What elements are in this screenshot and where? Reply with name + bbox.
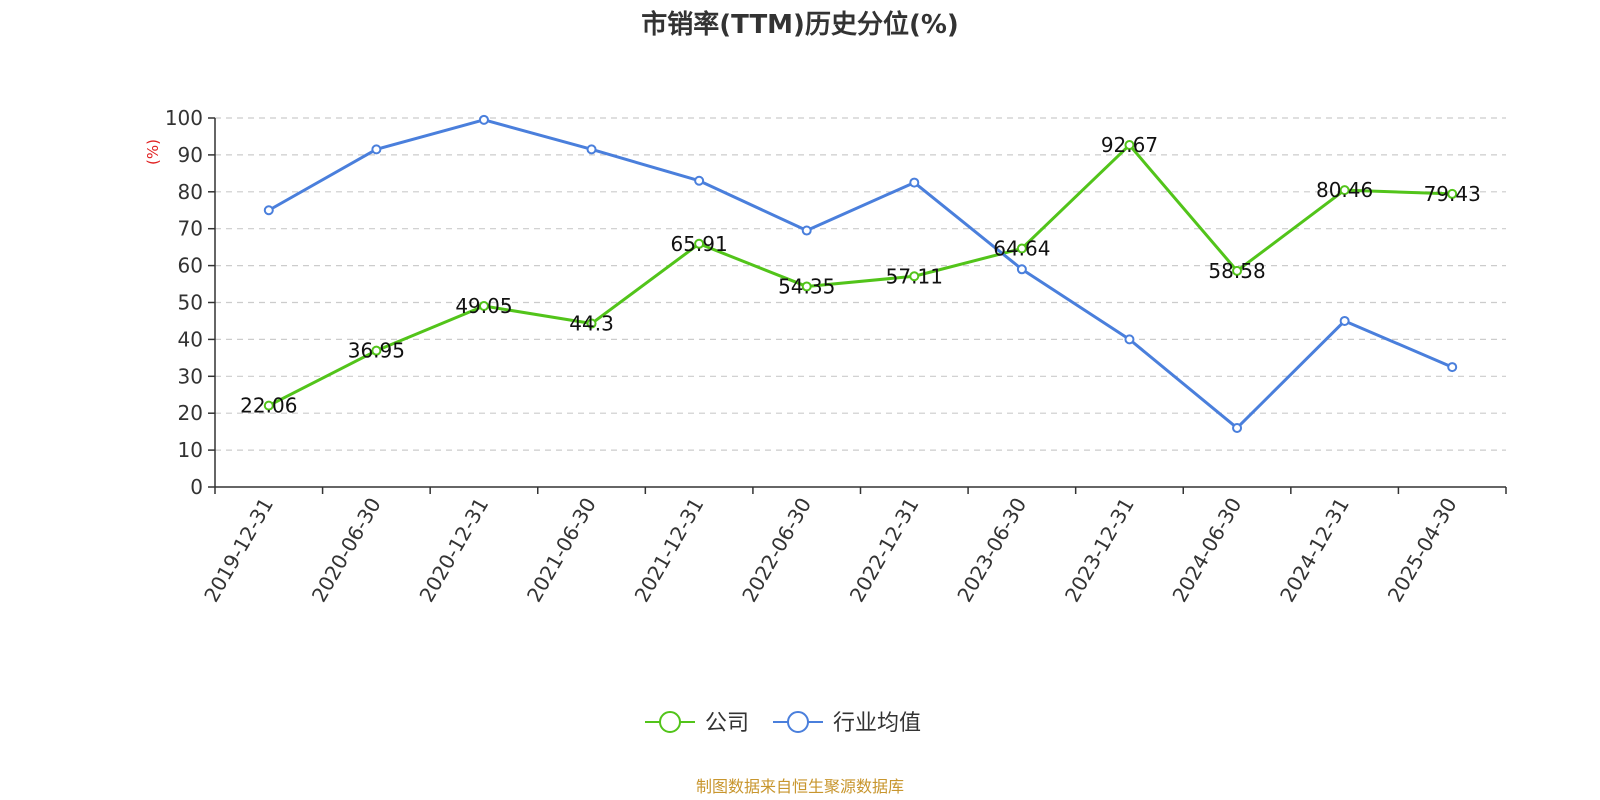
data-point[interactable] bbox=[586, 318, 597, 329]
data-point[interactable] bbox=[1016, 264, 1027, 275]
data-label: 49.05 bbox=[455, 294, 512, 318]
data-label: 92.67 bbox=[1101, 133, 1158, 157]
series-layer bbox=[263, 114, 1458, 433]
legend-label: 公司 bbox=[705, 711, 749, 736]
data-point[interactable] bbox=[1124, 334, 1135, 345]
data-point[interactable] bbox=[1339, 185, 1350, 196]
y-tick-label: 60 bbox=[178, 254, 203, 278]
y-tick-label: 40 bbox=[178, 327, 203, 351]
data-label: 64.64 bbox=[993, 236, 1050, 260]
y-tick-label: 90 bbox=[178, 143, 203, 167]
legend-label: 行业均值 bbox=[833, 711, 921, 736]
source-note: 制图数据来自恒生聚源数据库 bbox=[696, 777, 904, 796]
legend-swatch-marker bbox=[659, 711, 681, 733]
legend-item-1[interactable]: 行业均值 bbox=[773, 711, 921, 736]
chart-title: 市销率(TTM)历史分位(%) bbox=[641, 9, 959, 40]
data-point[interactable] bbox=[1232, 422, 1243, 433]
data-point[interactable] bbox=[371, 144, 382, 155]
legend[interactable]: 公司 行业均值 bbox=[645, 711, 921, 736]
y-tick-label: 20 bbox=[178, 401, 203, 425]
data-point[interactable] bbox=[371, 345, 382, 356]
x-tick-label: 2025-04-30 bbox=[1383, 494, 1462, 607]
x-tick-label: 2021-12-31 bbox=[630, 494, 709, 607]
y-tick-label: 50 bbox=[178, 291, 203, 315]
data-point[interactable] bbox=[1339, 315, 1350, 326]
data-point[interactable] bbox=[1016, 243, 1027, 254]
data-point[interactable] bbox=[478, 301, 489, 312]
series-1 bbox=[263, 114, 1458, 433]
data-label: 65.91 bbox=[670, 232, 727, 256]
series-line bbox=[268, 143, 1453, 407]
y-tick-label: 30 bbox=[178, 364, 203, 388]
y-axis-unit-label: (%) bbox=[144, 139, 162, 165]
x-tick-label: 2024-12-31 bbox=[1275, 494, 1354, 607]
y-tick-label: 80 bbox=[178, 180, 203, 204]
grid-lines bbox=[215, 117, 1506, 451]
data-point[interactable] bbox=[909, 271, 920, 282]
data-label: 44.3 bbox=[569, 312, 614, 336]
legend-swatch-marker bbox=[787, 711, 809, 733]
data-label: 22.06 bbox=[240, 394, 297, 418]
legend-item-0[interactable]: 公司 bbox=[645, 711, 749, 736]
data-point[interactable] bbox=[1232, 265, 1243, 276]
data-labels: 22.06 36.95 49.05 44.3 65.91 54.35 57.11 64.64 9… bbox=[240, 133, 1481, 418]
x-tick-label: 2021-06-30 bbox=[522, 494, 601, 607]
x-tick-label: 2022-12-31 bbox=[845, 494, 924, 607]
y-tick-label: 100 bbox=[165, 106, 203, 130]
data-label: 80.46 bbox=[1316, 178, 1373, 202]
x-tick-label: 2023-12-31 bbox=[1060, 494, 1139, 607]
y-tick-label: 0 bbox=[190, 475, 203, 499]
x-tick-label: 2020-06-30 bbox=[307, 494, 386, 607]
data-label: 58.58 bbox=[1208, 259, 1265, 283]
data-point[interactable] bbox=[909, 177, 920, 188]
data-point[interactable] bbox=[586, 144, 597, 155]
y-tick-label: 70 bbox=[178, 217, 203, 241]
x-tick-label: 2020-12-31 bbox=[414, 494, 493, 607]
data-point[interactable] bbox=[801, 225, 812, 236]
y-tick-label: 10 bbox=[178, 438, 203, 462]
data-point[interactable] bbox=[1447, 362, 1458, 373]
x-tick-label: 2023-06-30 bbox=[952, 494, 1031, 607]
x-tick-label: 2022-06-30 bbox=[737, 494, 816, 607]
data-point[interactable] bbox=[478, 114, 489, 125]
x-tick-label: 2019-12-31 bbox=[199, 494, 278, 607]
data-label: 57.11 bbox=[886, 264, 943, 288]
data-point[interactable] bbox=[263, 400, 274, 411]
data-label: 36.95 bbox=[348, 339, 405, 363]
series-line bbox=[268, 118, 1453, 430]
data-label: 79.43 bbox=[1424, 182, 1481, 206]
data-point[interactable] bbox=[694, 238, 705, 249]
data-point[interactable] bbox=[1124, 140, 1135, 151]
data-label: 54.35 bbox=[778, 274, 835, 298]
series-0 bbox=[263, 140, 1458, 411]
x-tick-label: 2024-06-30 bbox=[1167, 494, 1246, 607]
data-point[interactable] bbox=[801, 281, 812, 292]
data-point[interactable] bbox=[694, 175, 705, 186]
data-point[interactable] bbox=[263, 205, 274, 216]
data-point[interactable] bbox=[1447, 188, 1458, 199]
